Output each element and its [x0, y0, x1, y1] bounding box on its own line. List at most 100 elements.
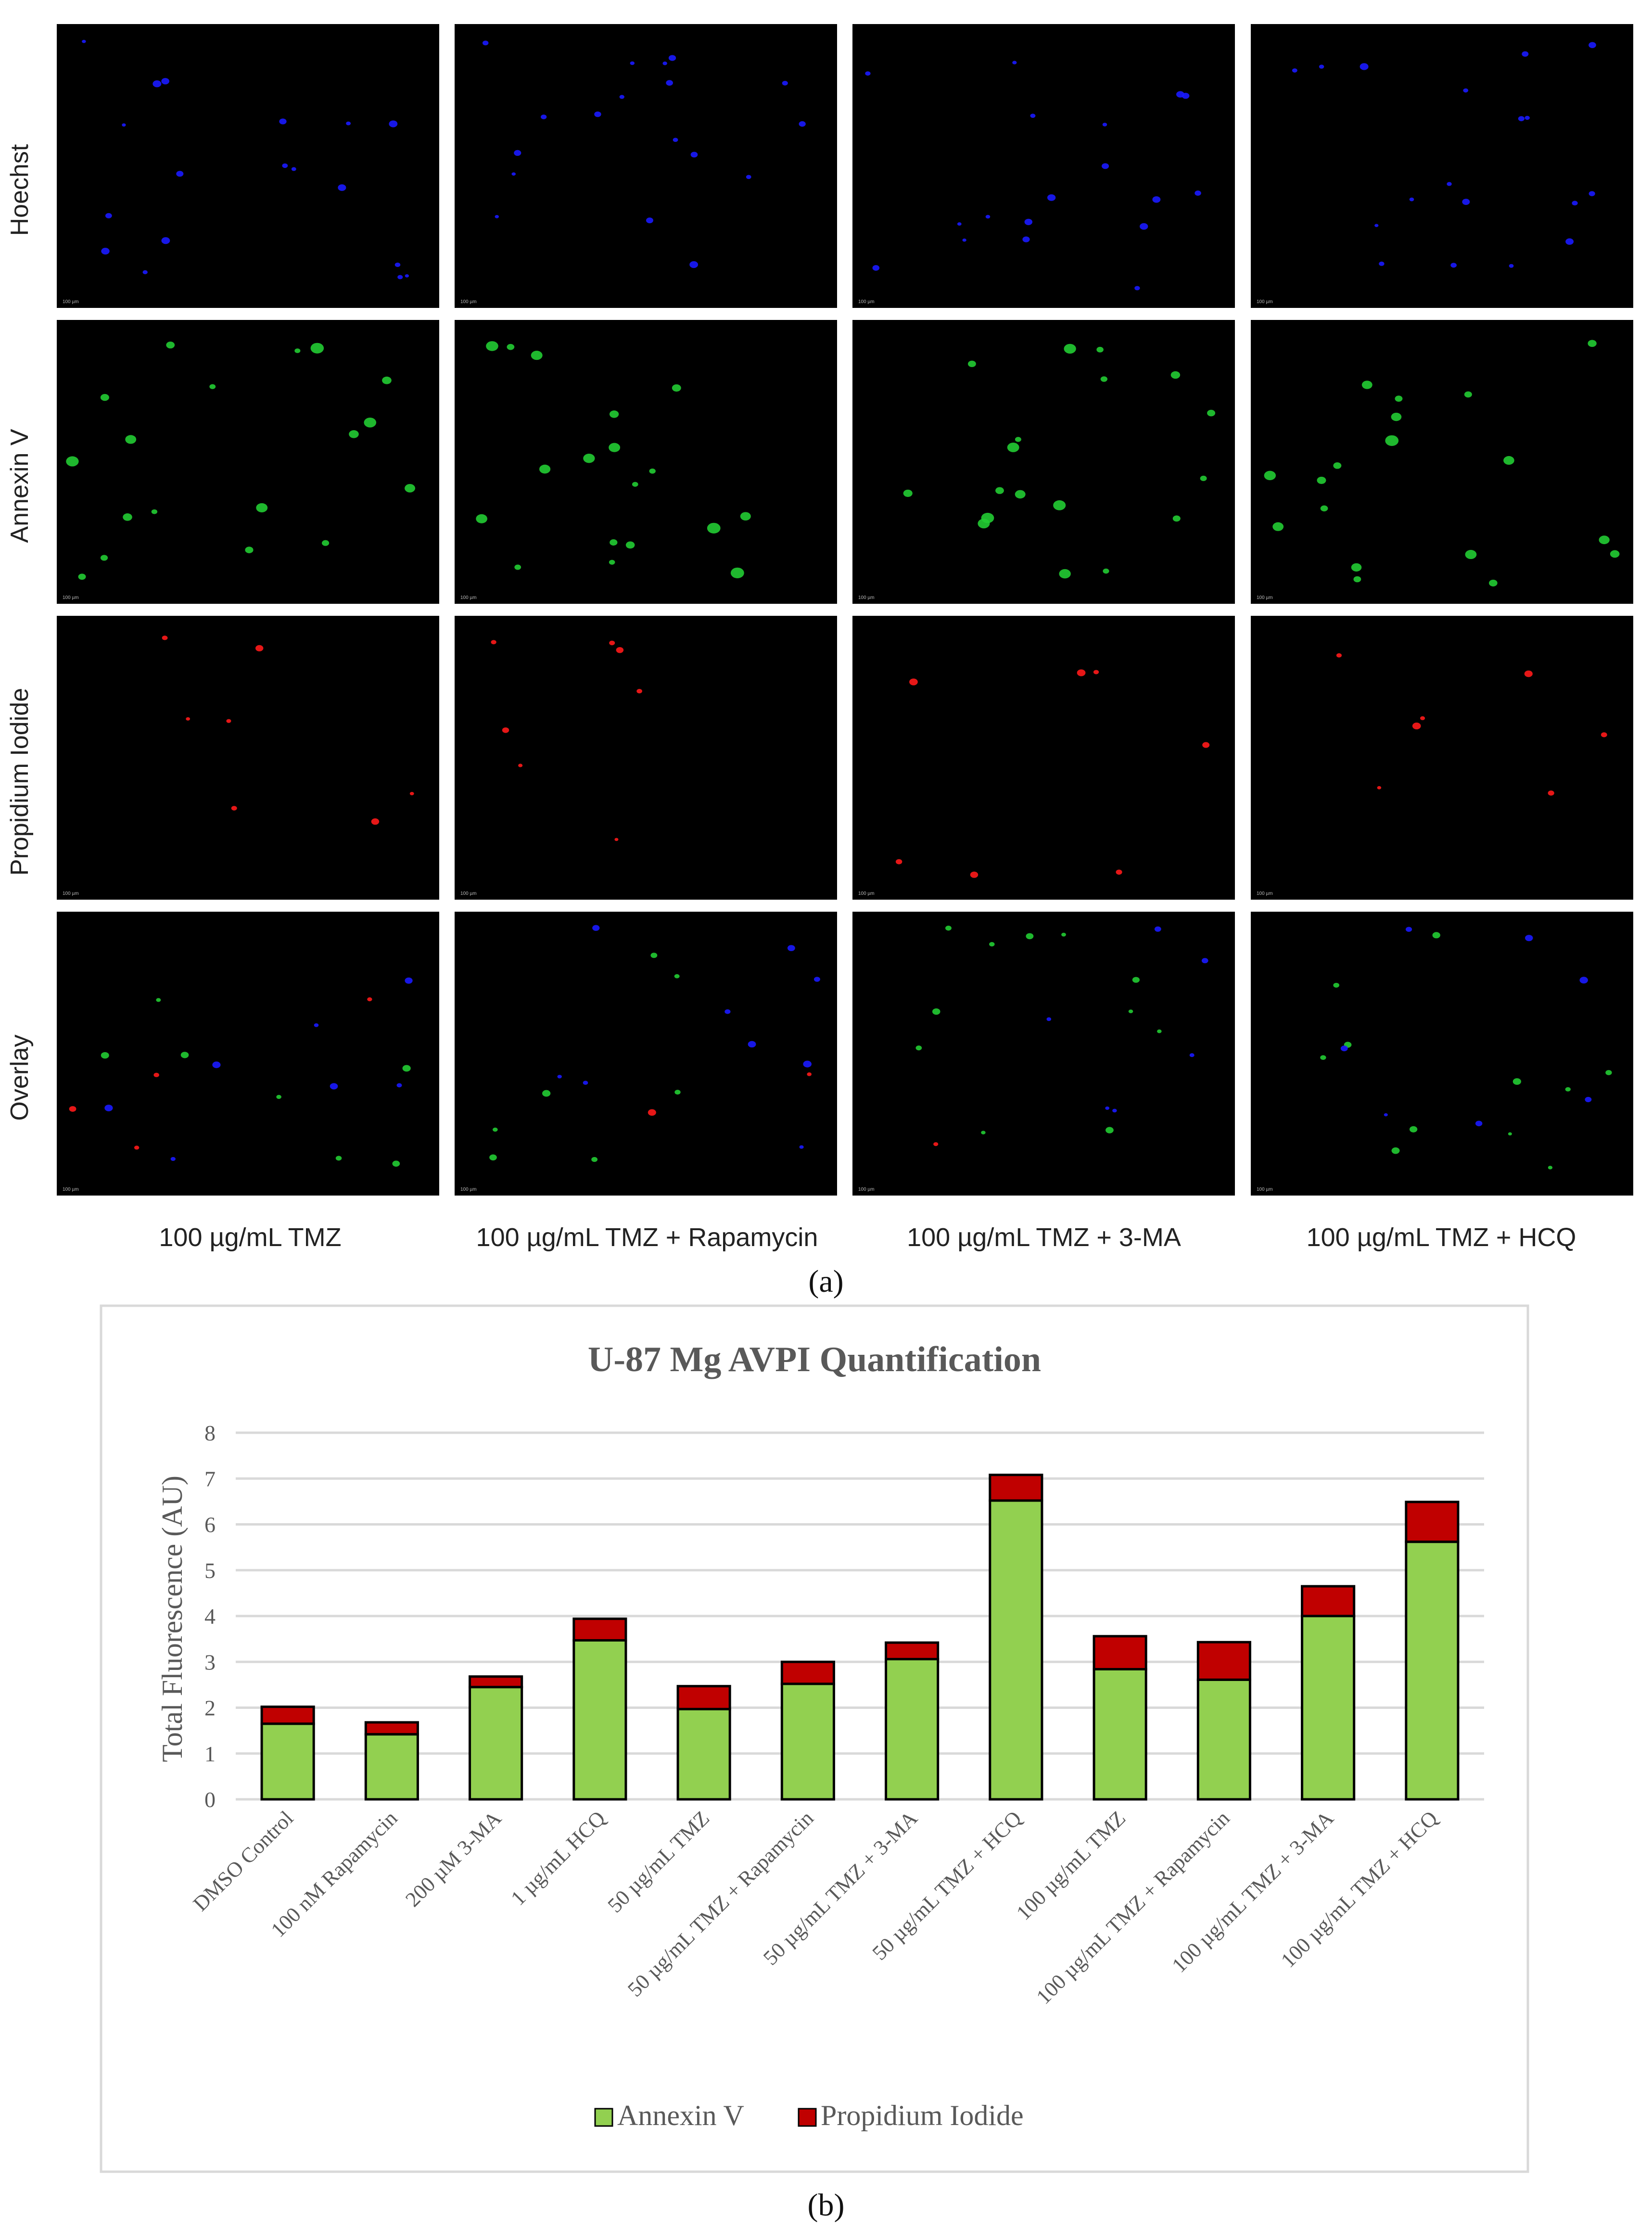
- cell-spot: [1599, 535, 1610, 545]
- cell-spot: [364, 418, 377, 428]
- cell-spot: [989, 942, 995, 947]
- cell-spot: [1320, 1055, 1326, 1060]
- cell-spot: [614, 838, 619, 841]
- scale-bar-label: 100 µm: [63, 595, 79, 600]
- cell-spot: [1351, 563, 1362, 572]
- cell-spot: [636, 688, 642, 694]
- legend-label-annexin-v: Annexin V: [617, 2100, 744, 2131]
- cell-spot: [932, 1008, 940, 1015]
- micrograph-annexin-tmz-rapamycin: 100 µm: [455, 320, 837, 604]
- cell-spot: [609, 560, 615, 565]
- cell-spot: [152, 80, 162, 88]
- cell-spot: [1024, 218, 1033, 225]
- cell-spot: [1475, 1120, 1483, 1126]
- cell-spot: [1007, 443, 1019, 452]
- cell-spot: [1154, 926, 1161, 932]
- cell-spot: [321, 540, 330, 546]
- cell-spot: [609, 410, 619, 418]
- cell-spot: [104, 1105, 113, 1111]
- gridlines: [236, 1431, 1484, 1801]
- cell-spot: [492, 1127, 498, 1132]
- cell-spot: [1319, 64, 1324, 69]
- cell-spot: [1096, 346, 1104, 353]
- micrograph-background: [852, 24, 1235, 308]
- cell-spot: [674, 974, 680, 979]
- scale-bar-label: 100 µm: [1257, 595, 1273, 600]
- scale-bar-label: 100 µm: [63, 1187, 79, 1192]
- cell-spot: [981, 512, 994, 523]
- cell-spot: [170, 1157, 176, 1161]
- cell-spot: [1391, 412, 1402, 421]
- cell-spot: [632, 482, 638, 487]
- cell-spot: [1379, 261, 1385, 266]
- cell-spot: [212, 1061, 221, 1069]
- cell-spot: [1116, 869, 1122, 875]
- cell-spot: [161, 78, 169, 85]
- bar-propidium-iodide: [572, 1617, 627, 1642]
- y-tick-label: 2: [204, 1696, 216, 1720]
- cell-spot: [649, 468, 656, 474]
- cell-spot: [1207, 409, 1216, 417]
- cell-spot: [1272, 522, 1284, 531]
- cell-spot: [1384, 1113, 1388, 1117]
- cell-spot: [672, 384, 681, 392]
- column-label-tmz-3ma: 100 µg/mL TMZ + 3-MA: [907, 1223, 1181, 1252]
- cell-spot: [591, 1157, 598, 1162]
- y-tick-label: 5: [204, 1558, 216, 1583]
- micrograph-overlay-tmz-rapamycin: 100 µm: [455, 912, 837, 1196]
- cell-spot: [689, 261, 699, 268]
- cell-spot: [799, 121, 806, 127]
- cell-spot: [1385, 435, 1399, 446]
- cell-spot: [161, 237, 170, 244]
- cell-spot: [1106, 1127, 1114, 1133]
- bar-annexin-v: [989, 1499, 1043, 1801]
- cell-spot: [482, 40, 489, 46]
- cell-spot: [162, 636, 168, 640]
- cell-spot: [514, 150, 521, 156]
- cell-spot: [1374, 224, 1379, 228]
- cell-spot: [491, 640, 496, 645]
- cell-spot: [291, 167, 296, 171]
- cell-spot: [1157, 1029, 1162, 1033]
- cell-spot: [209, 384, 216, 389]
- cell-spot: [583, 453, 595, 463]
- cell-spot: [1140, 223, 1148, 230]
- micrograph-annexin-tmz: 100 µm: [57, 320, 439, 604]
- cell-spot: [1353, 576, 1361, 583]
- micrograph-background: [455, 320, 837, 604]
- cell-spot: [1518, 116, 1525, 121]
- cell-spot: [1077, 669, 1086, 676]
- cell-spot: [1100, 376, 1108, 382]
- cell-spot: [1395, 395, 1403, 402]
- cell-spot: [1548, 1166, 1553, 1170]
- cell-spot: [1572, 201, 1578, 206]
- cell-spot: [541, 115, 547, 119]
- cell-spot: [1463, 88, 1469, 93]
- cell-spot: [1465, 550, 1477, 560]
- cell-spot: [396, 1083, 402, 1088]
- cell-spot: [125, 435, 137, 444]
- cell-spot: [625, 541, 635, 549]
- micrograph-overlay-tmz: 100 µm: [57, 912, 439, 1196]
- cell-spot: [405, 274, 409, 278]
- cell-spot: [489, 1154, 497, 1161]
- cell-spot: [962, 238, 966, 242]
- cell-spot: [609, 640, 615, 646]
- cell-spot: [1103, 568, 1109, 574]
- cell-spot: [1030, 114, 1036, 118]
- cell-spot: [176, 171, 184, 177]
- cell-spot: [101, 248, 110, 255]
- cell-spot: [1409, 197, 1414, 202]
- cell-spot: [1565, 1087, 1571, 1092]
- scale-bar-label: 100 µm: [63, 891, 79, 896]
- cell-spot: [933, 1142, 939, 1146]
- cell-spot: [610, 539, 618, 546]
- cell-spot: [1195, 191, 1201, 196]
- cell-spot: [1012, 61, 1017, 64]
- micrograph-background: [852, 616, 1235, 900]
- cell-spot: [1132, 977, 1140, 983]
- cell-spot: [616, 647, 624, 653]
- bar-annexin-v: [469, 1686, 523, 1801]
- bar-propidium-iodide: [989, 1474, 1043, 1502]
- bar-series: [260, 1474, 1460, 1801]
